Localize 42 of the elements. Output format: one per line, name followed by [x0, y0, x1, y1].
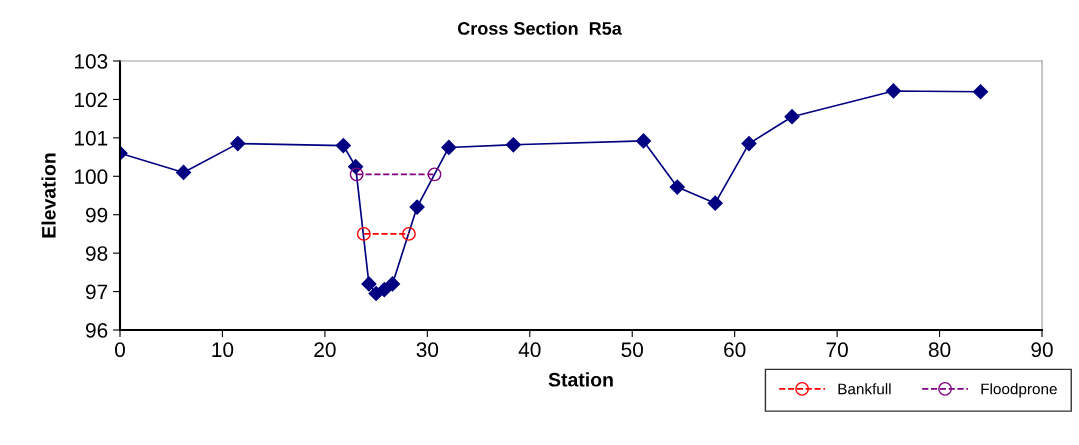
y-tick-label: 96 — [86, 323, 108, 338]
point — [335, 137, 351, 154]
point — [635, 133, 652, 149]
x-tick-label: 10 — [212, 342, 234, 358]
x-tick-label: 40 — [518, 342, 541, 358]
point — [349, 167, 364, 182]
y-tick-label: 102 — [75, 92, 108, 108]
y-tick-label: 97 — [86, 284, 108, 300]
point — [401, 226, 416, 241]
y-tick-label: 101 — [75, 130, 108, 146]
point — [361, 276, 377, 292]
point — [505, 137, 521, 153]
x-tick-label: 80 — [928, 342, 951, 358]
point — [175, 164, 192, 181]
point — [409, 199, 425, 215]
x-tick-label: 70 — [826, 342, 848, 358]
point — [669, 179, 685, 195]
point — [972, 84, 989, 100]
point — [885, 83, 902, 99]
y-axis-title: Elevation — [41, 153, 56, 238]
y-tick-label: 98 — [86, 246, 108, 261]
point — [741, 136, 757, 152]
x-tick-label: 30 — [416, 342, 439, 358]
x-tick-label: 60 — [724, 342, 746, 358]
y-tick-label: 100 — [75, 169, 108, 185]
y-tick-label: 99 — [86, 207, 108, 223]
point — [230, 136, 246, 152]
x-tick-label: 50 — [621, 342, 643, 358]
x-axis-title: Station — [548, 372, 613, 387]
chart-title: Cross Section R5a — [457, 21, 622, 35]
legend-label: Bankfull — [838, 383, 891, 395]
y-tick-label: 103 — [75, 54, 108, 69]
x-tick-label: 20 — [314, 342, 336, 358]
point — [784, 109, 800, 125]
point — [356, 226, 371, 241]
point — [441, 139, 457, 156]
point — [384, 276, 401, 292]
x-tick-label: 90 — [1031, 342, 1053, 358]
legend-label: Floodprone — [981, 383, 1057, 398]
point — [427, 167, 442, 182]
x-tick-label: 0 — [115, 342, 125, 358]
point — [707, 195, 723, 211]
